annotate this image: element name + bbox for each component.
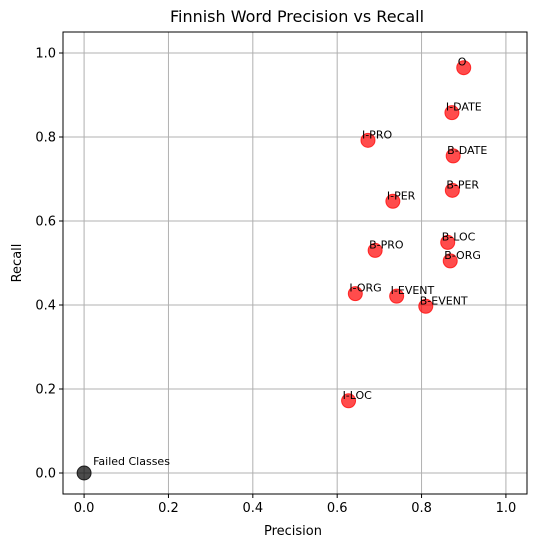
y-tick-label: 0.4 bbox=[35, 299, 56, 314]
failed-point-label: Failed Classes bbox=[93, 455, 170, 468]
y-tick-label: 1.0 bbox=[35, 47, 56, 62]
data-point bbox=[456, 60, 472, 76]
failed-point bbox=[76, 465, 92, 481]
y-tick-label: 0.0 bbox=[35, 467, 56, 482]
grid-lines bbox=[63, 32, 527, 494]
point-label: B-LOC bbox=[442, 230, 476, 243]
y-tick-label: 0.6 bbox=[35, 215, 56, 230]
data-point bbox=[440, 234, 456, 250]
data-point bbox=[360, 132, 376, 148]
x-tick-label: 1.0 bbox=[496, 501, 517, 516]
data-point bbox=[385, 193, 401, 209]
data-point bbox=[442, 253, 458, 269]
axis-ticks: 0.0 0.2 0.4 0.6 0.8 1.0 0.0 0.2 0.4 0.6 0.8 1.0 bbox=[35, 47, 516, 517]
x-tick-label: 0.8 bbox=[411, 501, 432, 516]
point-label: B-EVENT bbox=[420, 294, 468, 307]
data-point bbox=[341, 393, 357, 409]
data-point bbox=[389, 288, 405, 304]
data-point bbox=[445, 148, 461, 164]
point-label: I-PER bbox=[387, 189, 416, 202]
point-labels: O I-DATE I-PRO B-DATE B-PER I-PER B-LOC B-PRO B-… bbox=[93, 56, 487, 468]
x-axis-label: Precision bbox=[264, 524, 322, 539]
point-label: B-ORG bbox=[444, 249, 481, 262]
x-tick-label: 0.4 bbox=[242, 501, 263, 516]
x-tick-label: 0.0 bbox=[74, 501, 95, 516]
data-point bbox=[444, 105, 460, 121]
data-point bbox=[444, 182, 460, 198]
point-label: I-DATE bbox=[446, 101, 482, 114]
plot-frame bbox=[62, 31, 528, 495]
data-point bbox=[347, 286, 363, 302]
y-axis-label: Recall bbox=[10, 244, 25, 283]
point-label: I-LOC bbox=[343, 389, 373, 402]
data-points bbox=[76, 60, 472, 481]
data-point bbox=[418, 298, 434, 314]
y-tick-label: 0.2 bbox=[35, 383, 56, 398]
chart-title: Finnish Word Precision vs Recall bbox=[170, 7, 424, 26]
point-label: B-PER bbox=[446, 178, 479, 191]
x-tick-label: 0.2 bbox=[158, 501, 179, 516]
data-point bbox=[367, 242, 383, 258]
point-label: I-PRO bbox=[362, 128, 392, 141]
point-label: I-ORG bbox=[349, 282, 381, 295]
point-label: B-DATE bbox=[447, 144, 487, 157]
point-label: B-PRO bbox=[369, 238, 404, 251]
y-tick-label: 0.8 bbox=[35, 131, 56, 146]
point-label: O bbox=[458, 56, 467, 69]
x-tick-label: 0.6 bbox=[327, 501, 348, 516]
point-label: I-EVENT bbox=[391, 284, 435, 297]
